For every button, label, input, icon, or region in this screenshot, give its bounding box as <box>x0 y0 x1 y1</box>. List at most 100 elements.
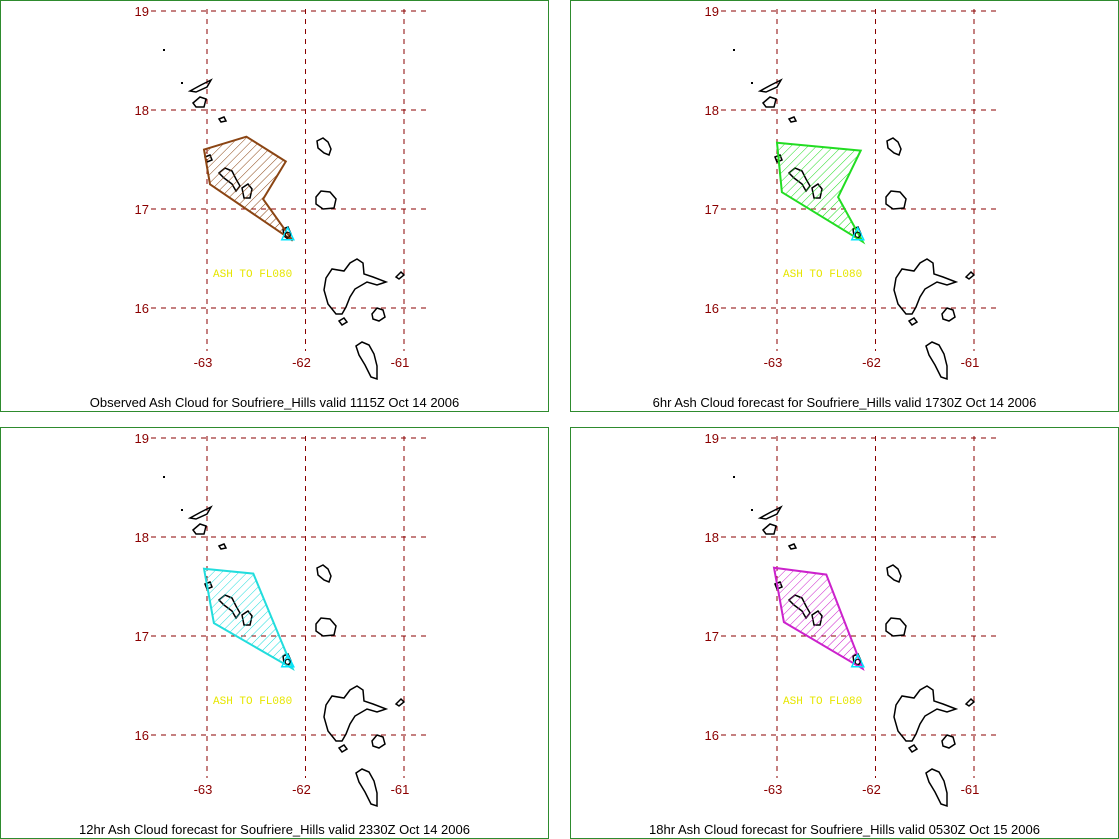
volcano-point <box>284 231 291 238</box>
dominica-outline <box>355 341 378 381</box>
ash-panel-12hr: ASH TO FL080 19 18 17 16 -63 -62 -61 12hr Ash C… <box>0 427 549 839</box>
volcano-triangle-icon <box>280 226 295 241</box>
lat-tick-label: 18 <box>705 103 719 118</box>
lon-tick-label: -61 <box>391 782 410 797</box>
lon-tick-label: -62 <box>862 782 881 797</box>
islet-dot <box>751 509 753 511</box>
st-martin-outline <box>191 523 207 535</box>
lon-tick-label: -63 <box>764 355 783 370</box>
panel-caption: 6hr Ash Cloud forecast for Soufriere_Hil… <box>652 395 1037 410</box>
anguilla-outline <box>187 78 213 93</box>
lat-tick-label: 16 <box>135 728 149 743</box>
ash-altitude-label: ASH TO FL080 <box>783 696 862 708</box>
st-barts-outline <box>787 543 798 550</box>
st-barts-outline <box>217 543 228 550</box>
barbuda-outline <box>316 137 332 156</box>
st-barts-outline <box>217 116 228 123</box>
islet-dot <box>733 49 735 51</box>
map-layer: ASH TO FL080 19 18 17 16 -63 -62 -61 <box>135 431 431 808</box>
ash-altitude-label: ASH TO FL080 <box>213 269 292 281</box>
panel-caption: 18hr Ash Cloud forecast for Soufriere_Hi… <box>649 822 1040 837</box>
ash-panel-18hr: ASH TO FL080 19 18 17 16 -63 -62 -61 18hr Ash C… <box>570 427 1119 839</box>
barbuda-outline <box>886 137 902 156</box>
ash-panel-observed: ASH TO FL080 19 18 17 16 -63 -62 -61 Observed A… <box>0 0 549 412</box>
les-saintes-outline <box>337 744 349 753</box>
antigua-outline <box>885 617 907 637</box>
map-layer: ASH TO FL080 19 18 17 16 -63 -62 -61 <box>135 4 431 381</box>
lat-tick-label: 17 <box>705 202 719 217</box>
islet-dot <box>163 476 165 478</box>
map-6hr: ASH TO FL080 19 18 17 16 -63 -62 -61 <box>705 4 1001 381</box>
guadeloupe-outline <box>323 258 389 315</box>
map-18hr: ASH TO FL080 19 18 17 16 -63 -62 -61 <box>705 431 1001 808</box>
antigua-outline <box>315 190 337 210</box>
marie-galante-outline <box>941 734 956 749</box>
lat-tick-label: 18 <box>705 530 719 545</box>
islet-dot <box>181 82 183 84</box>
ash-cloud-polygon <box>202 135 294 242</box>
volcano-point <box>854 231 861 238</box>
la-desirade-outline <box>394 697 406 707</box>
guadeloupe-outline <box>893 258 959 315</box>
marie-galante-outline <box>941 307 956 322</box>
guadeloupe-outline <box>323 685 389 742</box>
lat-tick-label: 17 <box>135 202 149 217</box>
antigua-outline <box>885 190 907 210</box>
lat-tick-label: 16 <box>705 301 719 316</box>
volcano-triangle-icon <box>850 653 865 668</box>
ash-altitude-label: ASH TO FL080 <box>213 696 292 708</box>
anguilla-outline <box>757 78 783 93</box>
st-martin-outline <box>191 96 207 108</box>
panel-caption: Observed Ash Cloud for Soufriere_Hills v… <box>89 395 460 410</box>
les-saintes-outline <box>907 317 919 326</box>
ash-cloud-polygon <box>772 566 865 672</box>
la-desirade-outline <box>964 697 976 707</box>
lon-tick-label: -62 <box>292 782 311 797</box>
lon-tick-label: -63 <box>194 355 213 370</box>
dominica-outline <box>355 768 378 808</box>
islet-dot <box>751 82 753 84</box>
marie-galante-outline <box>371 734 386 749</box>
lon-tick-label: -61 <box>391 355 410 370</box>
lon-tick-label: -62 <box>862 355 881 370</box>
st-martin-outline <box>761 96 777 108</box>
st-martin-outline <box>761 523 777 535</box>
volcano-triangle-icon <box>850 226 865 241</box>
lat-tick-label: 19 <box>705 431 719 446</box>
map-layer: ASH TO FL080 19 18 17 16 -63 -62 -61 <box>705 4 1001 381</box>
lon-tick-label: -62 <box>292 355 311 370</box>
volcano-point <box>284 658 291 665</box>
guadeloupe-outline <box>893 685 959 742</box>
anguilla-outline <box>757 505 783 520</box>
la-desirade-outline <box>964 270 976 280</box>
islet-dot <box>733 476 735 478</box>
lat-tick-label: 19 <box>705 4 719 19</box>
lat-tick-label: 17 <box>135 629 149 644</box>
lon-tick-label: -63 <box>194 782 213 797</box>
marie-galante-outline <box>371 307 386 322</box>
lat-tick-label: 17 <box>705 629 719 644</box>
anguilla-outline <box>187 505 213 520</box>
lon-tick-label: -61 <box>961 782 980 797</box>
antigua-outline <box>315 617 337 637</box>
lon-tick-label: -63 <box>764 782 783 797</box>
ash-cloud-polygon <box>775 141 866 245</box>
volcano-point <box>854 658 861 665</box>
barbuda-outline <box>316 564 332 583</box>
islet-dot <box>163 49 165 51</box>
islet-dot <box>181 509 183 511</box>
dominica-outline <box>925 768 948 808</box>
map-12hr: ASH TO FL080 19 18 17 16 -63 -62 -61 <box>135 431 431 808</box>
ash-panel-6hr: ASH TO FL080 19 18 17 16 -63 -62 -61 6hr Ash Cl… <box>570 0 1119 412</box>
lat-tick-label: 18 <box>135 103 149 118</box>
ash-cloud-polygon <box>202 567 295 672</box>
map-layer: ASH TO FL080 19 18 17 16 -63 -62 -61 <box>705 431 1001 808</box>
lat-tick-label: 19 <box>135 431 149 446</box>
lat-tick-label: 16 <box>135 301 149 316</box>
volcano-triangle-icon <box>280 653 295 668</box>
lat-tick-label: 16 <box>705 728 719 743</box>
st-barts-outline <box>787 116 798 123</box>
ash-altitude-label: ASH TO FL080 <box>783 269 862 281</box>
lat-tick-label: 19 <box>135 4 149 19</box>
lon-tick-label: -61 <box>961 355 980 370</box>
